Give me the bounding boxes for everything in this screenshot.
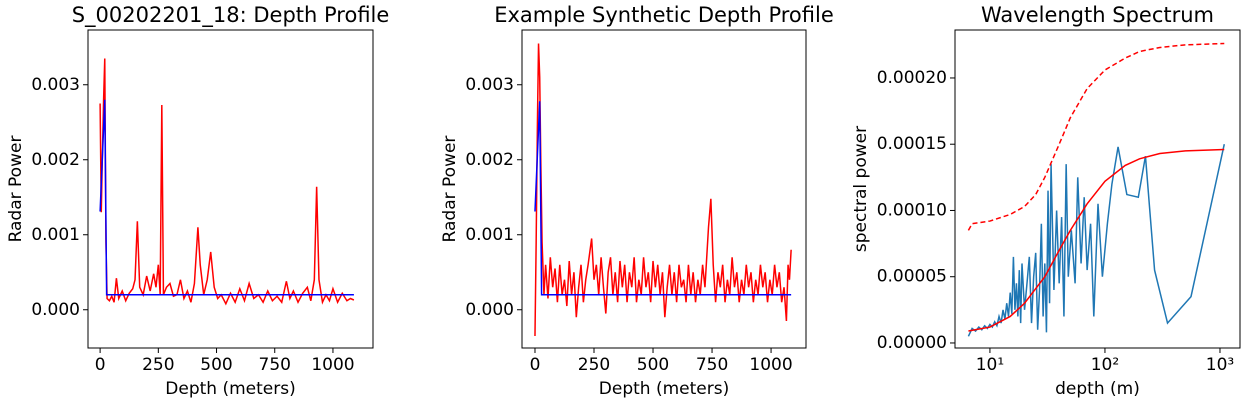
x-tick-label: 750 <box>696 355 728 375</box>
data-line <box>968 148 1225 332</box>
x-tick-label: 10³ <box>1206 355 1234 375</box>
data-line <box>534 43 792 337</box>
x-tick-label: 0 <box>530 355 541 375</box>
subplot: Example Synthetic Depth Profile Depth (me… <box>440 3 834 399</box>
axes-frame <box>954 29 1241 349</box>
y-tick-label: 0.00015 <box>877 134 947 154</box>
y-axis-label: Radar Power <box>440 136 460 243</box>
y-tick-label: 0.00010 <box>877 200 947 220</box>
y-tick-label: 0.003 <box>31 75 80 95</box>
y-tick-label: 0.003 <box>465 75 514 95</box>
y-tick-label: 0.00000 <box>877 333 947 353</box>
y-tick-label: 0.001 <box>465 225 514 245</box>
y-tick-label: 0.000 <box>465 300 514 320</box>
y-axis-label: Radar Power <box>6 136 26 243</box>
y-tick-label: 0.000 <box>31 300 80 320</box>
x-tick-label: 1000 <box>311 355 354 375</box>
x-tick-label: 250 <box>578 355 610 375</box>
y-tick-label: 0.00020 <box>877 68 947 88</box>
subplot: Wavelength Spectrum depth (m) spectral pow… <box>851 3 1241 399</box>
subplot: S_00202201_18: Depth Profile Depth (meter… <box>6 3 389 399</box>
x-tick-label: 500 <box>200 355 232 375</box>
x-axis-label: depth (m) <box>1055 379 1140 399</box>
chart-title: S_00202201_18: Depth Profile <box>72 3 390 28</box>
y-tick-label: 0.00005 <box>877 267 947 287</box>
x-axis-label: Depth (meters) <box>165 379 295 399</box>
y-axis-label: spectral power <box>851 126 871 252</box>
x-tick-label: 1000 <box>749 355 792 375</box>
x-tick-label: 0 <box>95 355 106 375</box>
x-axis-label: Depth (meters) <box>599 379 729 399</box>
x-tick-label: 10¹ <box>976 355 1004 375</box>
data-line <box>99 58 355 306</box>
x-tick-label: 750 <box>259 355 291 375</box>
data-line <box>967 42 1225 231</box>
x-tick-label: 500 <box>637 355 669 375</box>
axes-frame <box>87 29 374 349</box>
chart-title: Example Synthetic Depth Profile <box>494 3 834 27</box>
axes-frame <box>521 29 807 349</box>
data-line <box>534 101 792 296</box>
y-tick-label: 0.002 <box>465 150 514 170</box>
chart-title: Wavelength Spectrum <box>981 3 1214 27</box>
data-line <box>99 99 354 296</box>
x-tick-label: 250 <box>142 355 174 375</box>
data-line <box>967 144 1226 337</box>
y-tick-label: 0.001 <box>31 225 80 245</box>
y-tick-label: 0.002 <box>31 150 80 170</box>
x-tick-label: 10² <box>1091 355 1119 375</box>
